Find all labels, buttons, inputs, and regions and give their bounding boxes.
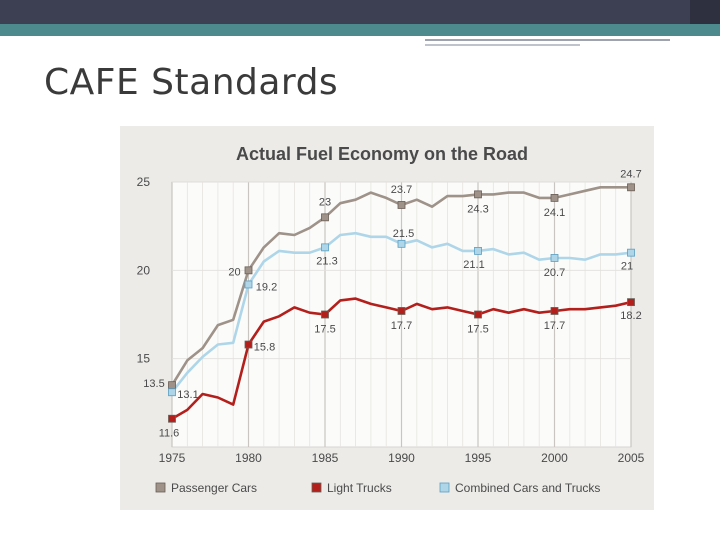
x-tick-label-1: 1980 bbox=[235, 451, 262, 465]
data-label-0-2: 23 bbox=[319, 196, 331, 208]
marker-2-5 bbox=[550, 254, 559, 262]
x-tick-label-3: 1990 bbox=[388, 451, 415, 465]
marker-0-2 bbox=[321, 213, 329, 222]
y-tick-label-0: 15 bbox=[137, 352, 151, 366]
data-label-0-5: 24.1 bbox=[544, 207, 565, 219]
data-label-0-0: 13.5 bbox=[143, 378, 164, 390]
marker-0-0 bbox=[168, 381, 176, 390]
data-label-0-6: 24.7 bbox=[620, 168, 641, 180]
data-label-2-1: 19.2 bbox=[256, 281, 277, 293]
marker-1-1 bbox=[244, 340, 253, 349]
data-label-0-3: 23.7 bbox=[391, 184, 412, 196]
marker-2-6 bbox=[627, 248, 635, 257]
marker-1-3 bbox=[397, 307, 406, 315]
accent-bar bbox=[0, 24, 720, 36]
y-tick-label-2: 25 bbox=[137, 175, 151, 189]
marker-2-4 bbox=[474, 247, 482, 255]
data-labels: 13.5 20 23 23.7 24.3 24.1 24.7 11.6 15.8 17.5 17.7… bbox=[143, 168, 641, 439]
x-tick-label-2: 1985 bbox=[312, 451, 339, 465]
decorative-rule-secondary bbox=[425, 44, 580, 46]
legend-label-2: Combined Cars and Trucks bbox=[455, 481, 600, 495]
marker-1-0 bbox=[168, 414, 176, 423]
marker-2-2 bbox=[321, 243, 329, 252]
x-tick-label-4: 1995 bbox=[465, 451, 492, 465]
legend-label-0: Passenger Cars bbox=[171, 481, 257, 495]
header-bar-corner bbox=[690, 0, 720, 24]
data-label-1-4: 17.5 bbox=[467, 324, 488, 336]
marker-1-4 bbox=[474, 310, 482, 319]
marker-1-6 bbox=[627, 298, 635, 307]
x-tick-label-0: 1975 bbox=[159, 451, 186, 465]
x-tick-label-6: 2005 bbox=[618, 451, 645, 465]
marker-0-6 bbox=[627, 183, 635, 192]
legend-swatch-2 bbox=[439, 482, 450, 493]
data-label-1-2: 17.5 bbox=[314, 324, 335, 336]
chart-panel: Actual Fuel Economy on the Road 13.5 20 23… bbox=[120, 126, 654, 510]
data-label-1-3: 17.7 bbox=[391, 320, 412, 332]
data-label-0-4: 24.3 bbox=[467, 203, 488, 215]
decorative-rule bbox=[425, 39, 670, 41]
data-label-2-4: 21.1 bbox=[463, 259, 484, 271]
marker-2-0 bbox=[168, 388, 176, 397]
data-label-2-6: 21 bbox=[621, 261, 633, 273]
data-markers bbox=[168, 183, 635, 423]
marker-2-1 bbox=[244, 280, 253, 289]
legend: Passenger Cars Light Trucks Combined Cars … bbox=[155, 481, 600, 495]
marker-0-5 bbox=[550, 194, 559, 202]
data-label-2-3: 21.5 bbox=[393, 228, 414, 240]
axis-ticks: 15 20 25 1975 1980 1985 1990 1995 2000 2005 bbox=[137, 175, 645, 465]
y-tick-label-1: 20 bbox=[137, 263, 151, 277]
data-label-1-0: 11.6 bbox=[159, 428, 180, 440]
data-label-2-2: 21.3 bbox=[316, 255, 337, 267]
slide-title: CAFE Standards bbox=[44, 62, 339, 103]
marker-0-3 bbox=[397, 201, 406, 209]
marker-2-3 bbox=[397, 239, 406, 248]
header-bar bbox=[0, 0, 720, 24]
marker-0-1 bbox=[244, 266, 253, 275]
chart-title: Actual Fuel Economy on the Road bbox=[236, 144, 528, 164]
legend-swatch-1 bbox=[311, 482, 322, 493]
marker-1-5 bbox=[550, 307, 559, 315]
data-label-1-5: 17.7 bbox=[544, 320, 565, 332]
data-label-0-1: 20 bbox=[228, 266, 240, 278]
data-label-1-6: 18.2 bbox=[620, 310, 641, 322]
marker-1-2 bbox=[321, 310, 329, 319]
data-label-2-5: 20.7 bbox=[544, 267, 565, 279]
data-label-1-1: 15.8 bbox=[254, 342, 275, 354]
legend-swatch-0 bbox=[155, 482, 166, 493]
legend-label-1: Light Trucks bbox=[327, 481, 392, 495]
x-tick-label-5: 2000 bbox=[541, 451, 568, 465]
data-label-2-0: 13.1 bbox=[177, 389, 198, 401]
marker-0-4 bbox=[474, 190, 482, 199]
fuel-economy-chart: Actual Fuel Economy on the Road 13.5 20 23… bbox=[137, 144, 645, 495]
